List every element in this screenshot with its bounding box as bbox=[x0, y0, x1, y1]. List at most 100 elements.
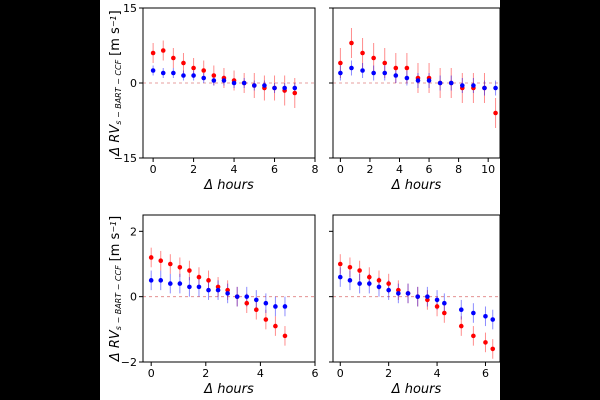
data-point bbox=[272, 85, 277, 91]
data-point bbox=[292, 85, 298, 91]
x-tick-label: 2 bbox=[190, 163, 197, 176]
data-point bbox=[215, 287, 221, 293]
data-point bbox=[148, 255, 154, 260]
data-point bbox=[376, 284, 382, 290]
data-point bbox=[483, 313, 488, 319]
data-point bbox=[273, 323, 278, 329]
x-tick-label: 6 bbox=[271, 163, 278, 176]
data-point bbox=[234, 294, 240, 299]
x-tick-label: 2 bbox=[202, 367, 209, 380]
data-point bbox=[225, 287, 230, 293]
data-point bbox=[251, 83, 257, 88]
x-tick-label: 2 bbox=[385, 367, 392, 380]
data-point bbox=[482, 85, 487, 91]
data-point bbox=[471, 333, 476, 339]
y-axis-label-part: ] bbox=[108, 216, 123, 221]
x-tick-label: 6 bbox=[426, 163, 433, 176]
data-point bbox=[425, 294, 430, 299]
data-point bbox=[191, 65, 196, 71]
data-point bbox=[187, 284, 192, 290]
data-point bbox=[471, 83, 476, 88]
x-tick-label: 0 bbox=[337, 367, 344, 380]
data-point bbox=[196, 284, 202, 290]
data-point bbox=[493, 85, 498, 91]
data-point bbox=[171, 70, 176, 76]
data-point bbox=[490, 346, 496, 352]
data-point bbox=[471, 310, 476, 316]
data-point bbox=[206, 278, 211, 283]
data-point bbox=[404, 75, 410, 81]
data-point bbox=[493, 110, 498, 116]
data-point bbox=[425, 297, 430, 303]
data-point bbox=[181, 60, 186, 66]
plot-area bbox=[333, 254, 500, 359]
x-tick-label: 0 bbox=[337, 163, 344, 176]
data-point bbox=[442, 310, 447, 316]
x-tick-label: 4 bbox=[434, 367, 441, 380]
data-point bbox=[347, 264, 353, 270]
x-tick-label: 4 bbox=[231, 163, 238, 176]
data-point bbox=[262, 83, 267, 88]
data-point bbox=[215, 284, 221, 290]
data-point bbox=[221, 78, 227, 83]
data-point bbox=[241, 80, 247, 86]
y-axis-label-part: [m s bbox=[108, 27, 123, 56]
data-point bbox=[396, 287, 401, 293]
y-axis-label-part: Δ RV bbox=[108, 124, 123, 157]
y-tick-label: 0 bbox=[130, 77, 137, 90]
data-point bbox=[150, 50, 156, 56]
y-axis-label-part: −1 bbox=[109, 15, 118, 27]
y-axis-label-part: −1 bbox=[109, 221, 118, 233]
data-point bbox=[171, 55, 176, 61]
data-point bbox=[415, 78, 421, 83]
data-point bbox=[191, 73, 196, 78]
data-point bbox=[244, 294, 250, 299]
data-point bbox=[254, 297, 259, 303]
data-point bbox=[360, 50, 365, 56]
x-axis-label: Δ hours bbox=[391, 178, 442, 193]
y-tick-label: 15 bbox=[123, 2, 137, 15]
data-point bbox=[458, 323, 464, 329]
data-point bbox=[263, 317, 269, 322]
x-tick-label: 0 bbox=[148, 367, 155, 380]
data-point bbox=[177, 264, 183, 270]
plot-area bbox=[143, 247, 315, 346]
data-point bbox=[376, 278, 382, 283]
y-axis-label: Δ RVs − BART − CCF [m s−1] bbox=[108, 216, 123, 362]
data-point bbox=[393, 65, 399, 71]
y-tick-label: 0 bbox=[130, 291, 137, 304]
data-point bbox=[282, 333, 288, 339]
data-point bbox=[386, 287, 391, 293]
axes-frame bbox=[332, 214, 501, 363]
data-point bbox=[490, 317, 496, 322]
y-tick-label: −15 bbox=[114, 152, 137, 165]
data-point bbox=[254, 307, 259, 313]
data-point bbox=[448, 80, 454, 86]
data-point bbox=[206, 287, 211, 293]
axes-frame bbox=[142, 214, 316, 363]
x-axis-label: Δ hours bbox=[203, 178, 254, 193]
data-point bbox=[382, 60, 388, 66]
data-point bbox=[282, 85, 287, 91]
data-point bbox=[150, 68, 156, 73]
x-tick-label: 8 bbox=[455, 163, 462, 176]
data-point bbox=[367, 281, 372, 286]
data-point bbox=[360, 68, 365, 73]
data-point bbox=[158, 258, 164, 264]
x-tick-label: 8 bbox=[312, 163, 319, 176]
data-point bbox=[357, 268, 362, 273]
y-axis-label-part: ] bbox=[108, 10, 123, 15]
data-point bbox=[442, 300, 447, 306]
data-point bbox=[282, 304, 288, 309]
x-axis-label: Δ hours bbox=[391, 382, 442, 397]
data-point bbox=[148, 278, 154, 283]
x-tick-label: 4 bbox=[396, 163, 403, 176]
data-point bbox=[483, 340, 488, 345]
data-point bbox=[244, 300, 250, 306]
data-point bbox=[434, 304, 440, 309]
data-point bbox=[196, 274, 202, 280]
data-point bbox=[349, 40, 354, 46]
plot-area bbox=[143, 40, 315, 108]
x-tick-label: 2 bbox=[366, 163, 373, 176]
